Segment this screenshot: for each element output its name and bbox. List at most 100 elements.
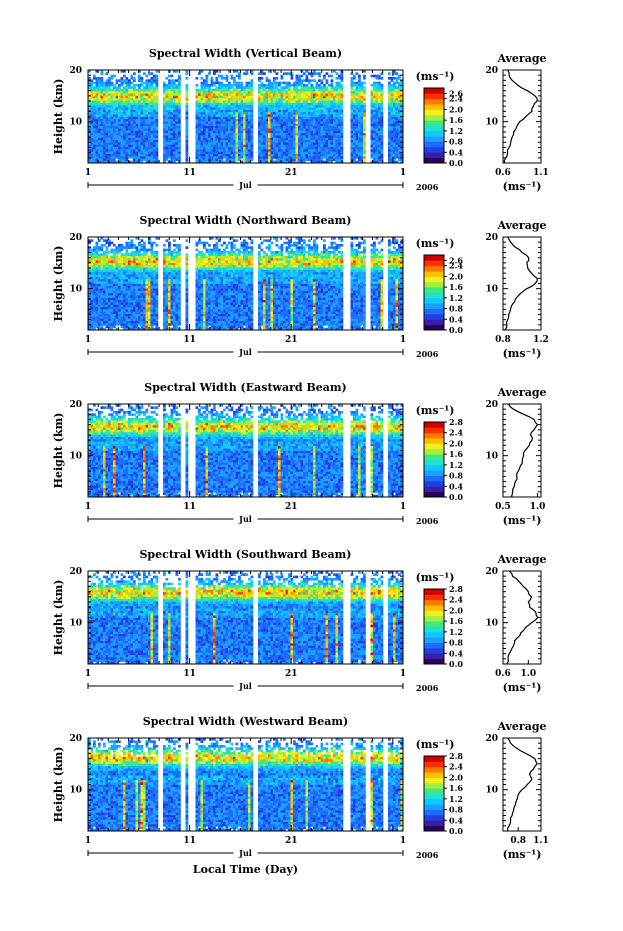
heatmap-cell — [95, 255, 99, 259]
heatmap-cell — [223, 142, 226, 145]
heatmap-cell — [208, 72, 211, 75]
heatmap-cell — [110, 158, 114, 161]
heatmap-cell — [88, 309, 91, 312]
heatmap-cell — [350, 130, 354, 134]
heatmap-cell — [90, 95, 94, 99]
heatmap-cell — [195, 104, 199, 108]
heatmap-cell — [135, 149, 139, 152]
heatmap-cell — [278, 158, 281, 161]
heatmap-cell — [363, 135, 366, 138]
heatmap-cell — [275, 72, 279, 75]
heatmap-cell — [210, 130, 214, 134]
heatmap-cell — [273, 104, 276, 108]
heatmap-cell — [135, 139, 139, 143]
heatmap-cell — [103, 100, 106, 103]
heatmap-cell — [205, 139, 209, 143]
heatmap-cell — [108, 146, 111, 150]
heatmap-cell — [118, 278, 121, 282]
heatmap-cell — [145, 144, 149, 148]
heatmap-cell — [228, 116, 231, 120]
heatmap-cell — [330, 128, 334, 131]
heatmap-cell — [283, 107, 286, 110]
heatmap-cell — [328, 74, 331, 78]
heatmap-cell — [263, 118, 266, 122]
heatmap-cell — [353, 130, 356, 134]
heatmap-cell — [370, 109, 374, 113]
heatmap-cell — [270, 137, 274, 141]
heatmap-cell — [213, 149, 216, 152]
heatmap-cell — [120, 255, 124, 259]
heatmap-cell — [288, 153, 291, 157]
heatmap-cell — [375, 139, 379, 143]
heatmap-cell — [133, 83, 136, 87]
heatmap-cell — [243, 128, 246, 131]
heatmap-cell — [240, 90, 244, 94]
heatmap-cell — [138, 241, 141, 245]
heatmap-cell — [163, 128, 166, 131]
heatmap-cell — [330, 151, 334, 155]
heatmap-cell — [208, 125, 211, 129]
heatmap-cell — [370, 128, 374, 131]
heatmap-cell — [273, 121, 276, 124]
heatmap-cell — [148, 72, 151, 75]
heatmap-cell — [378, 109, 381, 113]
heatmap-cell — [273, 83, 276, 87]
heatmap-cell — [238, 102, 241, 106]
heatmap-cell — [125, 86, 129, 89]
heatmap-cell — [225, 79, 229, 82]
heatmap-cell — [120, 104, 124, 108]
heatmap-cell — [223, 123, 226, 127]
heatmap-cell — [110, 102, 114, 106]
heatmap-cell — [260, 160, 264, 164]
heatmap-cell — [358, 149, 361, 152]
heatmap-cell — [98, 104, 101, 108]
heatmap-cell — [98, 260, 101, 263]
heatmap-cell — [300, 160, 304, 164]
heatmap-cell — [200, 81, 204, 85]
heatmap-cell — [235, 74, 239, 78]
heatmap-cell — [100, 76, 104, 80]
heatmap-cell — [95, 137, 99, 141]
heatmap-cell — [128, 130, 131, 134]
heatmap-cell — [375, 114, 379, 117]
heatmap-cell — [88, 253, 91, 256]
heatmap-cell — [198, 72, 201, 75]
heatmap-cell — [205, 146, 209, 150]
heatmap-cell — [185, 95, 189, 99]
heatmap-cell — [155, 102, 159, 106]
heatmap-cell — [280, 116, 284, 120]
heatmap-cell — [138, 304, 141, 308]
heatmap-cell — [105, 135, 109, 138]
heatmap-cell — [170, 130, 174, 134]
colorbar-swatch — [424, 152, 444, 159]
heatmap-cell — [140, 320, 144, 324]
heatmap-cell — [275, 156, 279, 159]
heatmap-cell — [250, 86, 254, 89]
heatmap-cell — [375, 118, 379, 122]
heatmap-cell — [243, 135, 246, 138]
heatmap-cell — [115, 151, 119, 155]
heatmap-cell — [145, 123, 149, 127]
heatmap-cell — [305, 118, 309, 122]
heatmap-cell — [278, 160, 281, 164]
heatmap-cell — [393, 81, 396, 85]
heatmap-cell — [93, 135, 96, 138]
heatmap-cell — [275, 121, 279, 124]
heatmap-cell — [358, 116, 361, 120]
heatmap-cell — [205, 158, 209, 161]
heatmap-cell — [265, 76, 269, 80]
heatmap-cell — [140, 311, 144, 315]
heatmap-cell — [235, 123, 239, 127]
heatmap-cell — [393, 151, 396, 155]
heatmap-cell — [305, 125, 309, 129]
heatmap-cell — [325, 160, 329, 164]
heatmap-cell — [118, 123, 121, 127]
heatmap-cell — [210, 144, 214, 148]
heatmap-cell — [125, 128, 129, 131]
heatmap-cell — [100, 327, 104, 331]
heatmap-cell — [300, 142, 304, 145]
heatmap-cell — [100, 281, 104, 284]
heatmap-cell — [268, 128, 271, 131]
heatmap-cell — [303, 158, 306, 161]
heatmap-cell — [280, 111, 284, 115]
